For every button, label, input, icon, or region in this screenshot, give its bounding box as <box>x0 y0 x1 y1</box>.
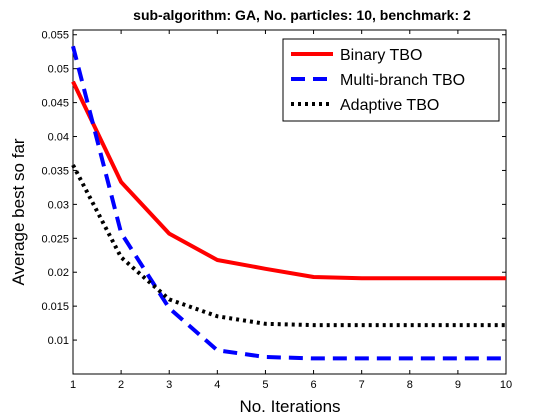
legend-label: Multi-branch TBO <box>340 72 465 89</box>
y-tick-label: 0.015 <box>41 301 69 313</box>
x-tick-label: 7 <box>359 379 365 391</box>
series-line-adaptive-tbo <box>71 164 506 328</box>
y-tick-label: 0.01 <box>48 335 69 347</box>
y-tick-label: 0.045 <box>41 98 69 110</box>
y-tick-label: 0.05 <box>48 64 69 76</box>
y-tick-label: 0.025 <box>41 233 69 245</box>
x-axis-title: No. Iterations <box>239 397 340 416</box>
x-tick-label: 1 <box>70 379 76 391</box>
y-tick-label: 0.035 <box>41 165 69 177</box>
x-tick-label: 10 <box>500 379 512 391</box>
x-tick-label: 9 <box>455 379 461 391</box>
x-tick-label: 6 <box>310 379 316 391</box>
chart-title: sub-algorithm: GA, No. particles: 10, be… <box>133 7 471 23</box>
x-tick-label: 5 <box>262 379 268 391</box>
legend-label: Adaptive TBO <box>340 97 439 114</box>
y-tick-label: 0.03 <box>48 199 69 211</box>
y-tick-label: 0.04 <box>48 132 69 144</box>
y-axis-title: Average best so far <box>9 138 28 285</box>
x-tick-label: 3 <box>166 379 172 391</box>
y-tick-label: 0.02 <box>48 267 69 279</box>
y-tick-label: 0.055 <box>41 30 69 42</box>
x-tick-label: 2 <box>118 379 124 391</box>
series-line-binary-tbo <box>71 80 506 281</box>
legend: Binary TBO Multi-branch TBO Adaptive TBO <box>282 38 500 122</box>
legend-label: Binary TBO <box>340 47 422 64</box>
x-tick-label: 4 <box>214 379 220 391</box>
series-line-multi-branch-tbo <box>71 45 506 361</box>
x-tick-label: 8 <box>407 379 413 391</box>
